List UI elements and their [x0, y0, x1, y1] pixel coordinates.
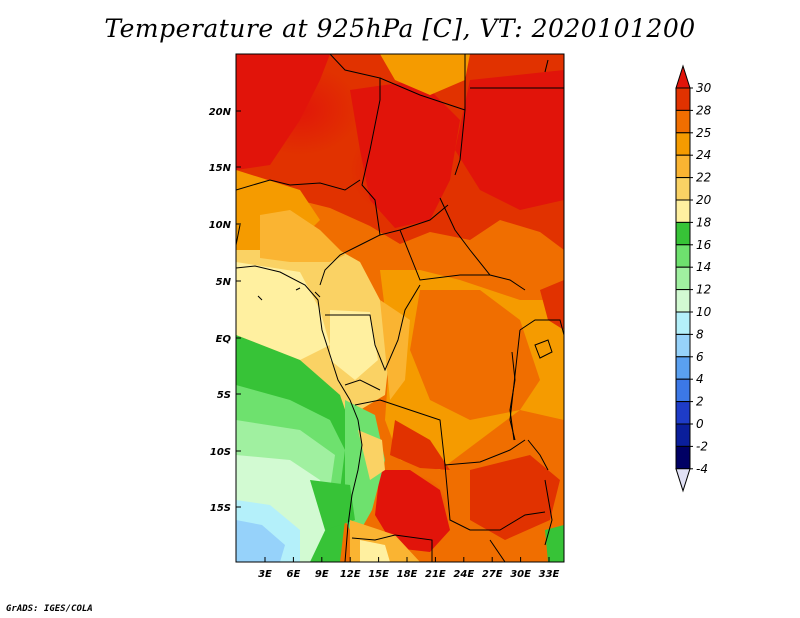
- lon-tick-label: 18E: [397, 569, 418, 580]
- lon-tick-label: 3E: [258, 569, 272, 580]
- colorbar-swatch: [675, 401, 691, 425]
- colorbar-label: 24: [696, 148, 711, 162]
- colorbar-swatch: [675, 132, 691, 156]
- colorbar-swatch: [675, 109, 691, 134]
- grads-credit: GrADS: IGES/COLA: [6, 604, 93, 614]
- temperature-field: [236, 54, 564, 562]
- lon-tick-label: 12E: [340, 569, 361, 580]
- map-frame: [235, 53, 565, 563]
- lat-tick-label: 20N: [209, 107, 232, 118]
- colorbar-label: 0: [696, 417, 704, 431]
- colorbar-label: 14: [696, 260, 711, 274]
- colorbar-label: 8: [696, 327, 704, 341]
- map-title: Temperature at 925hPa [C], VT: 202010120…: [104, 14, 696, 43]
- colorbar-label: 28: [696, 103, 712, 117]
- colorbar-label: 20: [696, 193, 712, 207]
- colorbar-swatch: [675, 221, 691, 246]
- colorbar-swatch: [675, 177, 691, 201]
- lakes-and-rivers: [509, 59, 553, 471]
- colorbar-label: 18: [696, 215, 712, 229]
- colorbar-swatch: [675, 154, 691, 179]
- colorbar-swatch: [675, 423, 691, 447]
- lon-tick-label: 30E: [510, 569, 531, 580]
- colorbar-label: -2: [696, 439, 708, 453]
- lat-tick-label: EQ: [216, 334, 232, 345]
- colorbar-label: 4: [696, 372, 704, 386]
- lat-tick-label: 5N: [216, 277, 232, 288]
- lon-tick-label: 33E: [539, 569, 560, 580]
- colorbar-swatch: [675, 87, 691, 111]
- colorbar-label: 25: [696, 126, 711, 140]
- colorbar-label: 12: [696, 283, 711, 297]
- lat-tick-label: 10S: [210, 447, 231, 458]
- colorbar-swatch: [675, 266, 691, 291]
- latitude-ticks: 20N 15N 10N 5N EQ 5S 10S 15S: [209, 107, 241, 514]
- colorbar-label: 22: [696, 171, 711, 185]
- lon-tick-label: 24E: [453, 569, 474, 580]
- lon-tick-label: 15E: [368, 569, 389, 580]
- lon-tick-label: 27E: [482, 569, 503, 580]
- lat-tick-label: 5S: [217, 390, 231, 401]
- colorbar-label: 30: [696, 81, 712, 95]
- colorbar-swatch: [675, 356, 691, 380]
- colorbar-swatch: [675, 244, 691, 268]
- colorbar-swatch: [675, 311, 691, 335]
- lat-tick-label: 10N: [209, 220, 232, 231]
- colorbar-swatch: [675, 289, 691, 313]
- lon-tick-label: 6E: [287, 569, 301, 580]
- colorbar-swatch: [675, 445, 691, 470]
- lat-tick-label: 15N: [209, 163, 232, 174]
- colorbar-label: 10: [696, 305, 712, 319]
- lon-tick-label: 9E: [315, 569, 329, 580]
- colorbar-swatch: [675, 199, 691, 223]
- colorbar-top-arrow: [675, 64, 691, 89]
- colorbar-label: 2: [696, 395, 704, 409]
- longitude-ticks: 3E 6E 9E 12E 15E 18E 21E 24E 27E 30E 33E: [258, 557, 560, 580]
- colorbar-swatch: [675, 333, 691, 358]
- colorbar-swatch: [675, 378, 691, 403]
- lat-tick-label: 15S: [210, 503, 231, 514]
- colorbar-bottom-arrow: [675, 468, 691, 493]
- colorbar-label: 6: [696, 350, 704, 364]
- lon-tick-label: 21E: [425, 569, 446, 580]
- colorbar-label: 16: [696, 238, 712, 252]
- colorbar-label: -4: [696, 462, 708, 476]
